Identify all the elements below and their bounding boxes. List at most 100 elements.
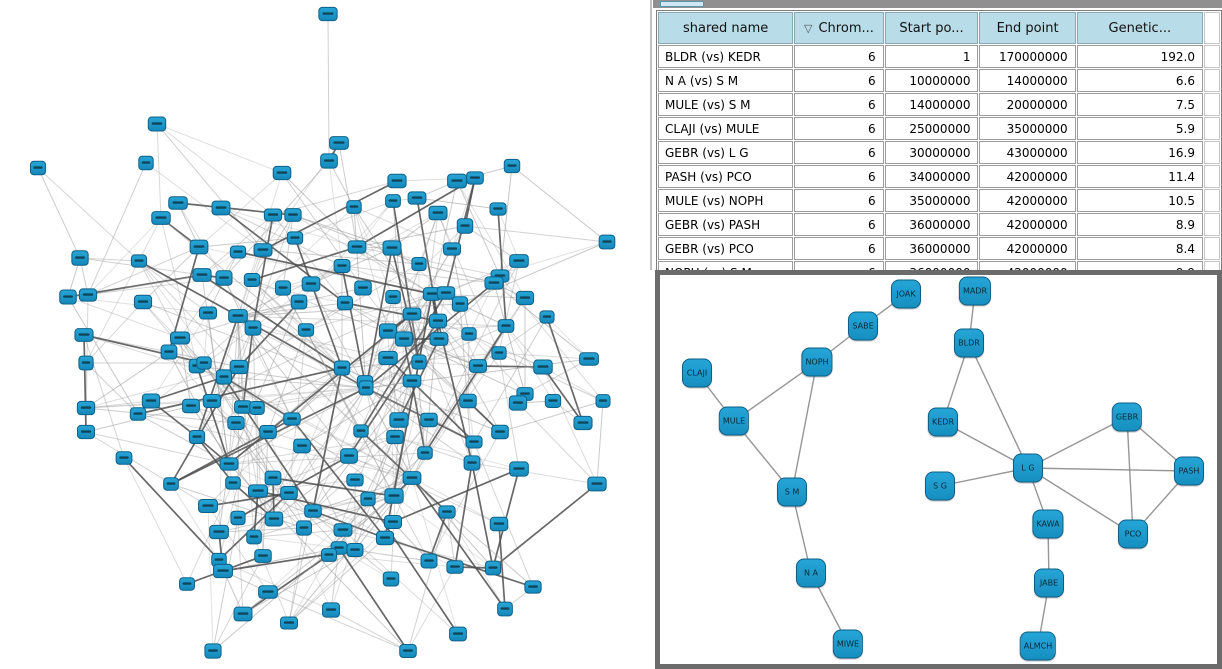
table-row[interactable]: PASH (vs) PCO 6 34000000 42000000 11.4: [658, 165, 1220, 188]
network-node[interactable]: [375, 530, 395, 546]
network-node[interactable]: [461, 327, 477, 341]
network-node[interactable]: [234, 400, 252, 414]
node-l-g[interactable]: L G: [1013, 453, 1043, 483]
cell-value[interactable]: 8.9: [1076, 213, 1203, 236]
col-header-chrom[interactable]: ▽ Chrom...: [794, 12, 884, 44]
cell-value[interactable]: 42000000: [979, 213, 1076, 236]
network-node[interactable]: [196, 356, 212, 370]
network-node[interactable]: [192, 268, 212, 282]
table-row[interactable]: CLAJI (vs) MULE 6 25000000 35000000 5.9: [658, 117, 1220, 140]
network-node[interactable]: [387, 173, 407, 189]
network-node[interactable]: [290, 294, 308, 310]
network-node[interactable]: [160, 344, 178, 360]
network-node[interactable]: [215, 270, 233, 286]
network-node[interactable]: [230, 510, 246, 526]
network-node[interactable]: [360, 491, 376, 507]
table-row[interactable]: GEBR (vs) PASH 6 36000000 42000000 8.9: [658, 213, 1220, 236]
cell-value[interactable]: 11.4: [1076, 165, 1203, 188]
node-almch[interactable]: ALMCH: [1019, 631, 1057, 661]
cell-shared-name[interactable]: BLDR (vs) KEDR: [658, 45, 794, 68]
col-header-genetic[interactable]: Genetic...: [1076, 12, 1203, 44]
network-node[interactable]: [229, 245, 247, 259]
network-node[interactable]: [321, 548, 337, 562]
filter-icon[interactable]: ▽: [804, 21, 813, 35]
network-node[interactable]: [484, 276, 504, 290]
node-madr[interactable]: MADR: [958, 276, 992, 306]
network-node[interactable]: [544, 394, 562, 408]
node-claji[interactable]: CLAJI: [682, 358, 712, 388]
network-node[interactable]: [515, 290, 535, 306]
network-node[interactable]: [489, 516, 509, 532]
network-node[interactable]: [333, 523, 353, 537]
network-node[interactable]: [402, 307, 422, 321]
network-node[interactable]: [509, 254, 529, 268]
network-node[interactable]: [346, 200, 362, 214]
cell-value[interactable]: 35000000: [979, 117, 1076, 140]
table-row[interactable]: GEBR (vs) PCO 6 36000000 42000000 8.4: [658, 237, 1220, 260]
network-node[interactable]: [296, 520, 312, 536]
network-node[interactable]: [243, 273, 261, 287]
cell-shared-name[interactable]: GEBR (vs) L G: [658, 141, 794, 164]
cell-value[interactable]: 6: [794, 141, 884, 164]
network-node[interactable]: [284, 208, 302, 222]
network-node[interactable]: [497, 319, 515, 333]
network-node[interactable]: [59, 289, 77, 305]
network-node[interactable]: [436, 286, 456, 300]
network-node[interactable]: [188, 429, 206, 445]
cell-value[interactable]: 34000000: [884, 165, 979, 188]
network-node[interactable]: [491, 346, 507, 360]
network-node[interactable]: [304, 504, 322, 518]
cell-shared-name[interactable]: GEBR (vs) PASH: [658, 213, 794, 236]
network-node[interactable]: [189, 239, 209, 255]
col-header-shared-name[interactable]: shared name: [658, 12, 794, 44]
network-node[interactable]: [346, 473, 364, 487]
network-node[interactable]: [456, 218, 474, 234]
network-node[interactable]: [133, 294, 153, 310]
full-network-canvas[interactable]: [0, 0, 652, 669]
network-node[interactable]: [254, 549, 272, 563]
network-node[interactable]: [573, 415, 593, 431]
network-node[interactable]: [384, 515, 402, 529]
network-node[interactable]: [384, 488, 404, 504]
cell-value[interactable]: 20000000: [979, 93, 1076, 116]
cell-value[interactable]: 36000000: [884, 237, 979, 260]
network-node[interactable]: [587, 476, 607, 492]
cell-value[interactable]: 6: [794, 165, 884, 188]
cell-value[interactable]: 36000000: [884, 213, 979, 236]
network-node[interactable]: [74, 328, 94, 342]
network-node[interactable]: [253, 243, 273, 257]
cell-value[interactable]: 42000000: [979, 189, 1076, 212]
network-node[interactable]: [420, 412, 438, 428]
network-node[interactable]: [466, 171, 484, 185]
network-node[interactable]: [402, 471, 422, 485]
network-node[interactable]: [76, 424, 96, 440]
network-node[interactable]: [378, 350, 398, 366]
network-node[interactable]: [179, 577, 195, 591]
node-gebr[interactable]: GEBR: [1111, 402, 1143, 432]
node-bldr[interactable]: BLDR: [954, 328, 984, 358]
network-node[interactable]: [422, 287, 442, 301]
network-node[interactable]: [209, 524, 229, 540]
network-node[interactable]: [198, 499, 218, 513]
cell-value[interactable]: 6: [794, 69, 884, 92]
network-node[interactable]: [533, 359, 553, 375]
network-node[interactable]: [333, 258, 351, 274]
network-node[interactable]: [225, 476, 241, 490]
col-header-end-point[interactable]: End point: [979, 12, 1076, 44]
network-node[interactable]: [215, 369, 233, 385]
network-node[interactable]: [579, 352, 599, 366]
network-node[interactable]: [378, 323, 398, 339]
cell-value[interactable]: 6: [794, 45, 884, 68]
full-network-panel[interactable]: [0, 0, 652, 669]
network-node[interactable]: [340, 448, 358, 464]
network-node[interactable]: [29, 160, 47, 176]
network-node[interactable]: [204, 643, 222, 659]
network-node[interactable]: [229, 359, 249, 375]
network-node[interactable]: [246, 529, 262, 545]
cell-value[interactable]: 6: [794, 213, 884, 236]
network-node[interactable]: [78, 355, 94, 371]
network-node[interactable]: [508, 395, 528, 411]
cell-value[interactable]: 10.5: [1076, 189, 1203, 212]
network-node[interactable]: [263, 208, 283, 222]
node-pco[interactable]: PCO: [1118, 519, 1148, 549]
